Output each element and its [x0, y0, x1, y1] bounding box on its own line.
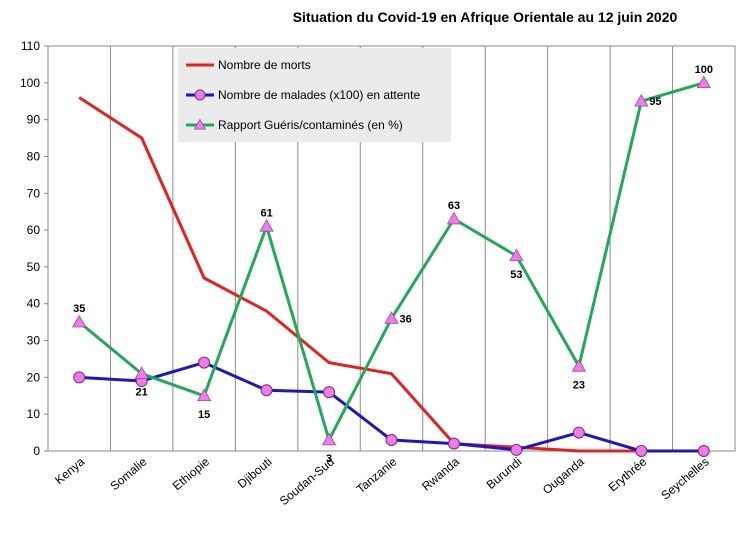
data-label: 36 — [400, 313, 412, 325]
data-label: 53 — [510, 269, 522, 281]
legend: Nombre de morts Nombre de malades (x100) … — [178, 48, 451, 142]
data-label: 23 — [573, 379, 585, 391]
series-point — [260, 384, 273, 397]
x-tick-label: Rwanda — [419, 454, 462, 493]
series-point — [259, 219, 274, 232]
series-point — [509, 248, 524, 262]
x-tick-label: Somalie — [107, 454, 149, 493]
chart-title: Situation du Covid-19 en Afrique Orienta… — [292, 9, 678, 25]
y-tick-label: 100 — [20, 76, 40, 90]
data-label: 15 — [198, 409, 210, 421]
y-tick-label: 30 — [27, 334, 41, 348]
x-tick-label: Seychelles — [658, 455, 711, 503]
x-tick-label: Ouganda — [540, 454, 587, 497]
series-point — [198, 356, 211, 369]
data-label: 95 — [649, 96, 661, 108]
y-tick-label: 40 — [27, 297, 41, 311]
y-tick-label: 50 — [27, 260, 41, 274]
y-tick-label: 60 — [27, 223, 41, 237]
series-point — [72, 314, 87, 328]
series-point — [571, 359, 587, 372]
series-point — [196, 388, 212, 402]
y-tick-label: 80 — [27, 149, 41, 163]
series-point — [635, 445, 648, 457]
data-label-layer: 35 21 15 61 3 36 63 53 23 95 100 — [73, 64, 713, 465]
data-label: 21 — [136, 387, 148, 399]
y-tick-label: 110 — [21, 39, 40, 53]
legend-label: Nombre de morts — [218, 58, 311, 72]
data-label: 61 — [260, 207, 272, 219]
plot-frame — [47, 45, 736, 452]
y-tick-label: 90 — [27, 113, 41, 127]
series-point — [384, 311, 399, 324]
series-point — [323, 386, 336, 399]
legend-box — [178, 48, 451, 142]
series-point — [634, 93, 649, 107]
x-tick-label: Burundi — [484, 455, 525, 492]
legend-marker — [194, 89, 206, 101]
legend-marker — [193, 118, 207, 130]
marker-layer — [72, 75, 711, 457]
legend-label: Nombre de malades (x100) en attente — [218, 88, 420, 102]
y-tick-label: 0 — [33, 444, 40, 458]
y-tick-label: 10 — [27, 407, 41, 421]
y-axis: 0 10 20 30 40 50 60 70 80 90 100 110 — [20, 39, 48, 458]
x-axis: Kenya Somalie Ethiopie Djibouti Soudan-Sud Ta… — [52, 454, 712, 508]
data-label: 63 — [448, 200, 460, 212]
series-point — [447, 437, 460, 450]
y-tick-label: 70 — [27, 186, 41, 200]
data-label: 35 — [73, 303, 85, 315]
series-point — [510, 443, 523, 456]
x-tick-label: Kenya — [52, 454, 87, 487]
data-label: 100 — [695, 64, 713, 76]
x-tick-label: Erythrée — [606, 454, 650, 494]
series-point — [446, 211, 462, 225]
series-point — [73, 371, 86, 384]
x-tick-label: Tanzanie — [354, 454, 400, 496]
series-point — [697, 445, 710, 457]
legend-label: Rapport Guéris/contaminés (en %) — [218, 118, 403, 132]
x-tick-label: Djibouti — [235, 455, 275, 491]
series-point — [696, 75, 711, 89]
y-tick-label: 20 — [27, 370, 41, 384]
series-point — [572, 426, 585, 439]
x-tick-label: Ethiopie — [170, 454, 212, 493]
series-point — [321, 432, 337, 446]
data-label: 3 — [326, 453, 332, 465]
series-point — [385, 433, 398, 446]
series-line-0 — [78, 96, 642, 453]
series-point — [134, 366, 149, 379]
